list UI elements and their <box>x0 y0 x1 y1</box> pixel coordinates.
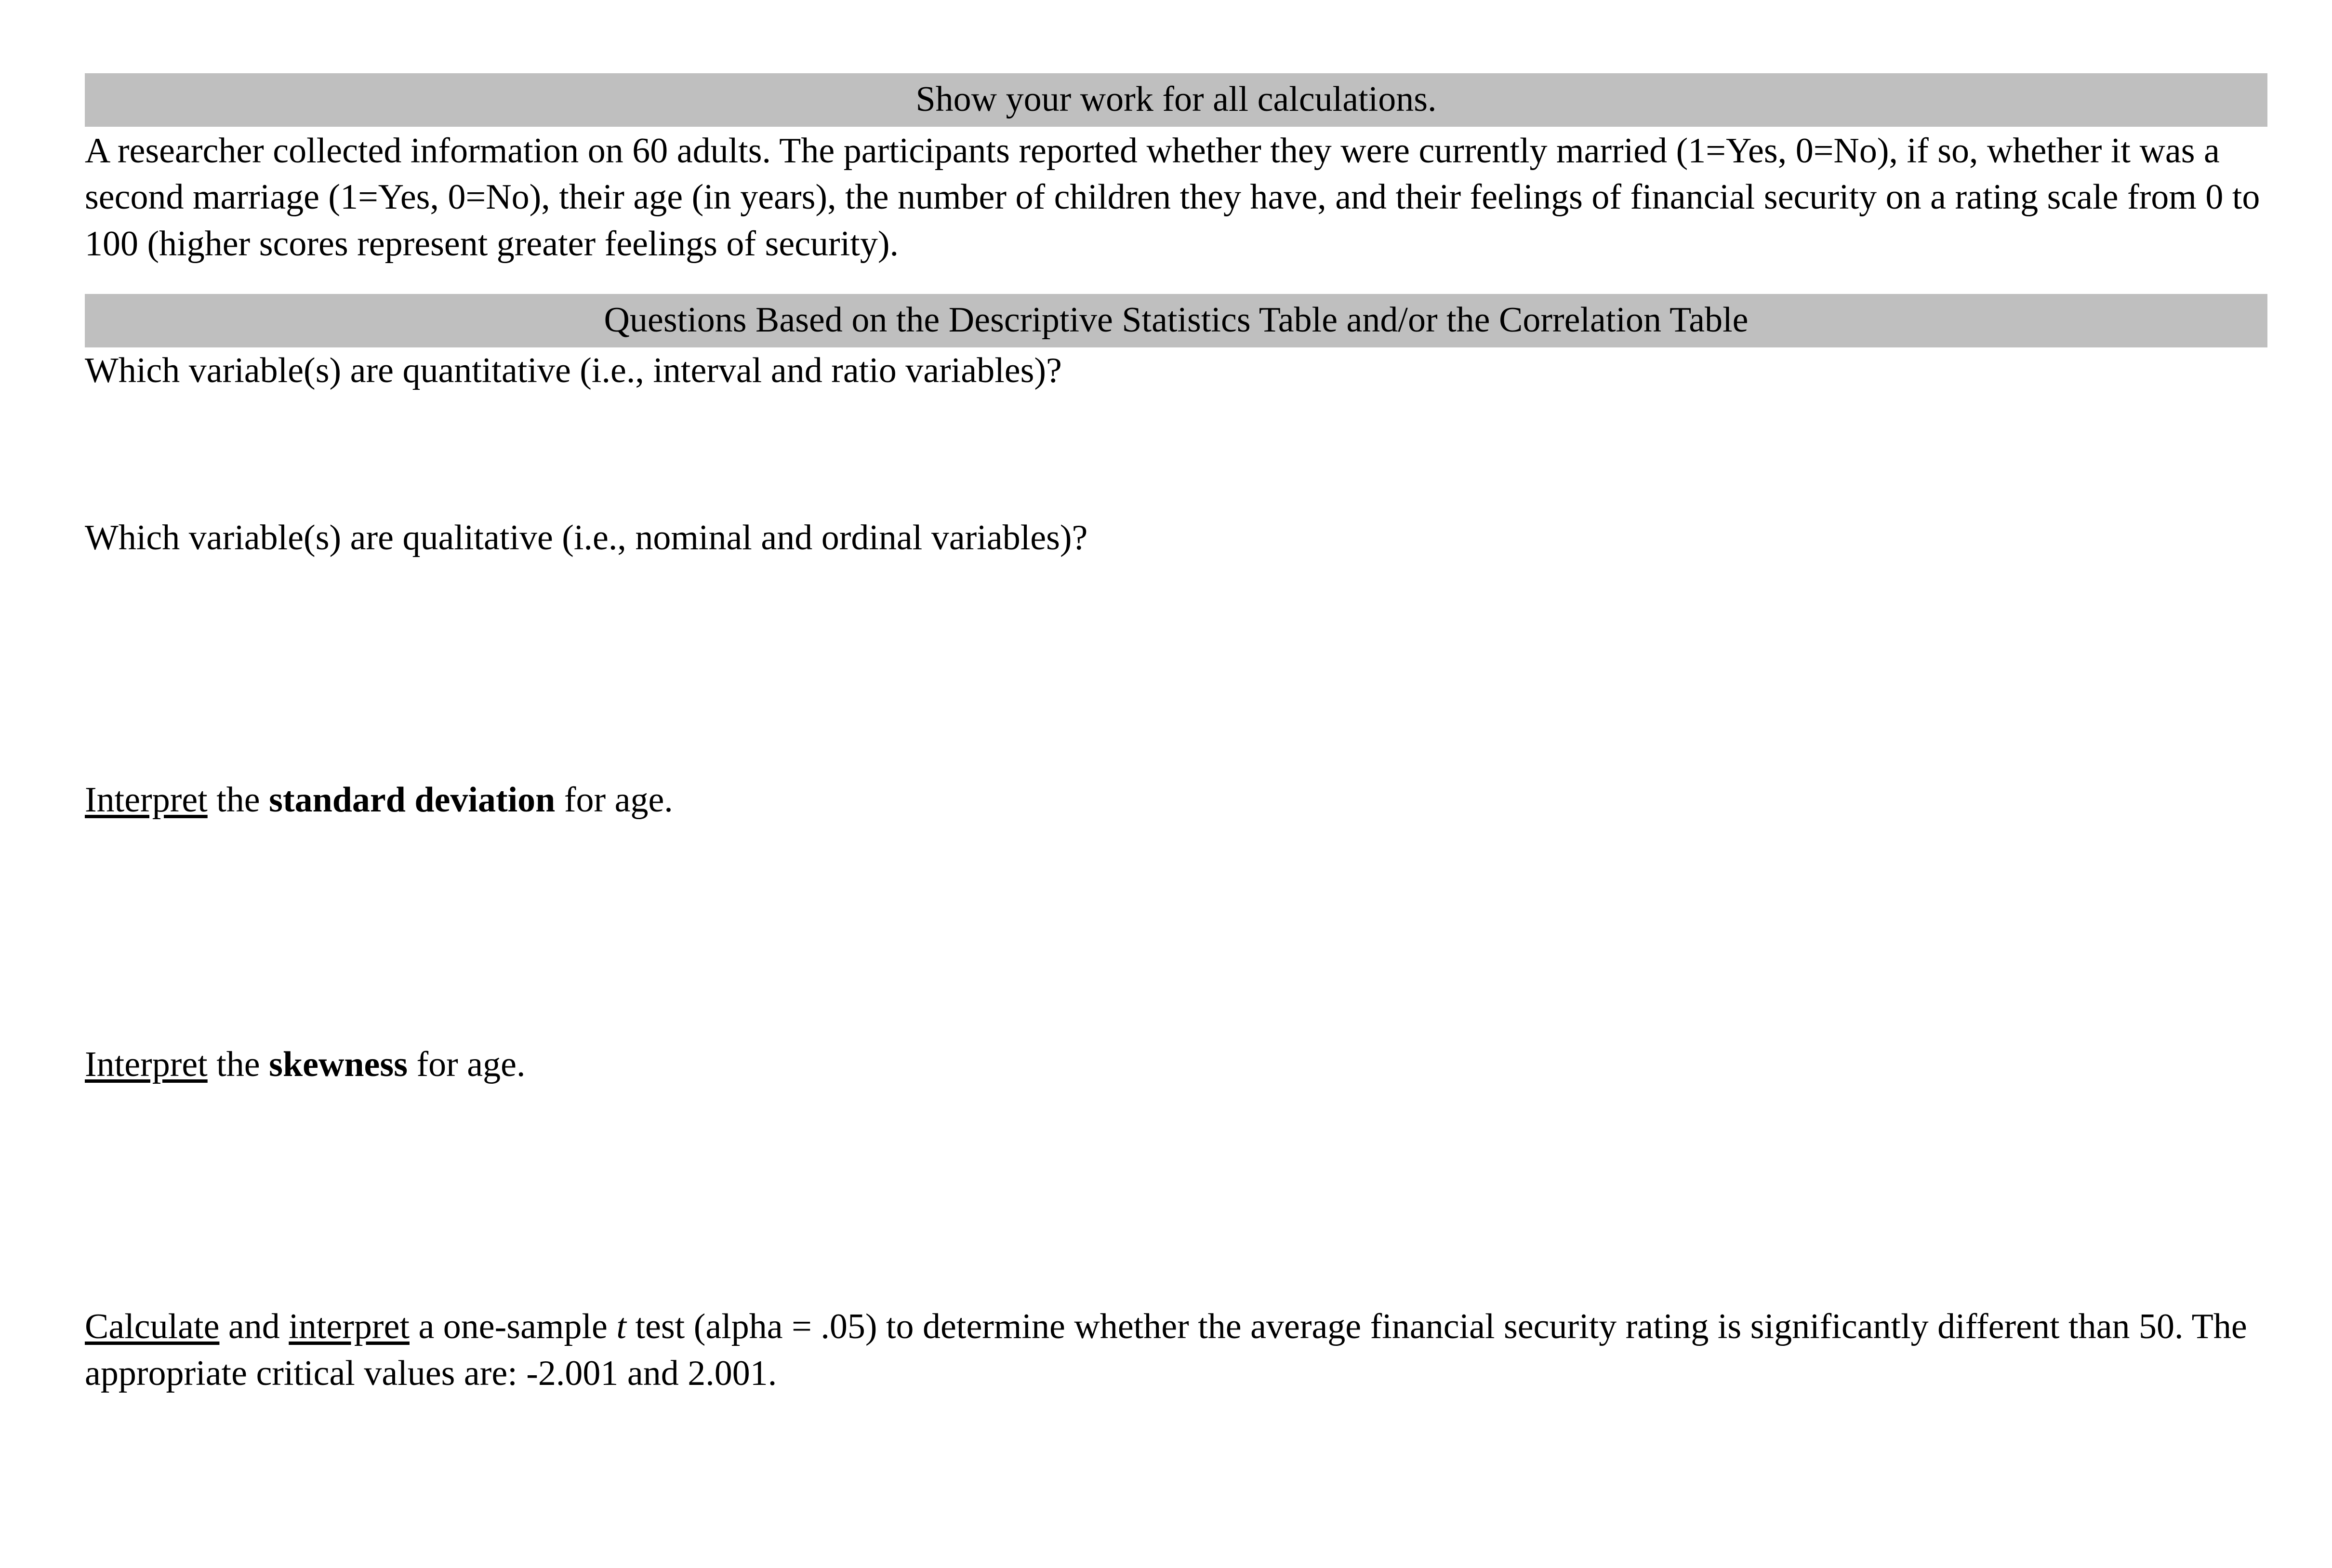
question-skewness-middle-text: the <box>207 1044 269 1084</box>
instruction-verb-interpret-skewness: Interpret <box>85 1044 208 1084</box>
t-test-conjunction: and <box>219 1307 289 1347</box>
section-heading-show-your-work: Show your work for all calculations. <box>85 73 2267 127</box>
section-heading-questions-based-on-tables: Questions Based on the Descriptive Stati… <box>85 294 2267 347</box>
t-test-text-part-two: test (alpha = .05) to determine whether … <box>85 1307 2247 1393</box>
term-skewness: skewness <box>269 1044 408 1084</box>
question-qualitative-variables: Which variable(s) are qualitative (i.e.,… <box>85 518 1088 558</box>
term-standard-deviation: standard deviation <box>269 780 556 820</box>
question-interpret-standard-deviation: Interpret the standard deviation for age… <box>85 777 2267 824</box>
instruction-verb-interpret-t-test: interpret <box>289 1307 410 1347</box>
answer-space-qualitative <box>85 561 2267 777</box>
question-interpret-skewness: Interpret the skewness for age. <box>85 1041 2267 1088</box>
question-skewness-tail-text: for age. <box>408 1044 526 1084</box>
question-quantitative-variables: Which variable(s) are quantitative (i.e.… <box>85 350 1062 390</box>
scenario-paragraph: A researcher collected information on 60… <box>85 131 2260 264</box>
statistic-symbol-t: t <box>616 1307 626 1347</box>
answer-space-skewness <box>85 1088 2267 1303</box>
answer-space-quantitative <box>85 394 2267 515</box>
instruction-verb-interpret-sd: Interpret <box>85 780 208 820</box>
instruction-verb-calculate: Calculate <box>85 1307 220 1347</box>
answer-space-standard-deviation <box>85 824 2267 1041</box>
t-test-text-part-one: a one-sample <box>409 1307 617 1347</box>
question-one-sample-t-test: Calculate and interpret a one-sample t t… <box>85 1303 2267 1396</box>
question-sd-tail-text: for age. <box>555 780 673 820</box>
document-content-column: Show your work for all calculations. A r… <box>85 0 2267 1396</box>
question-sd-middle-text: the <box>207 780 269 820</box>
